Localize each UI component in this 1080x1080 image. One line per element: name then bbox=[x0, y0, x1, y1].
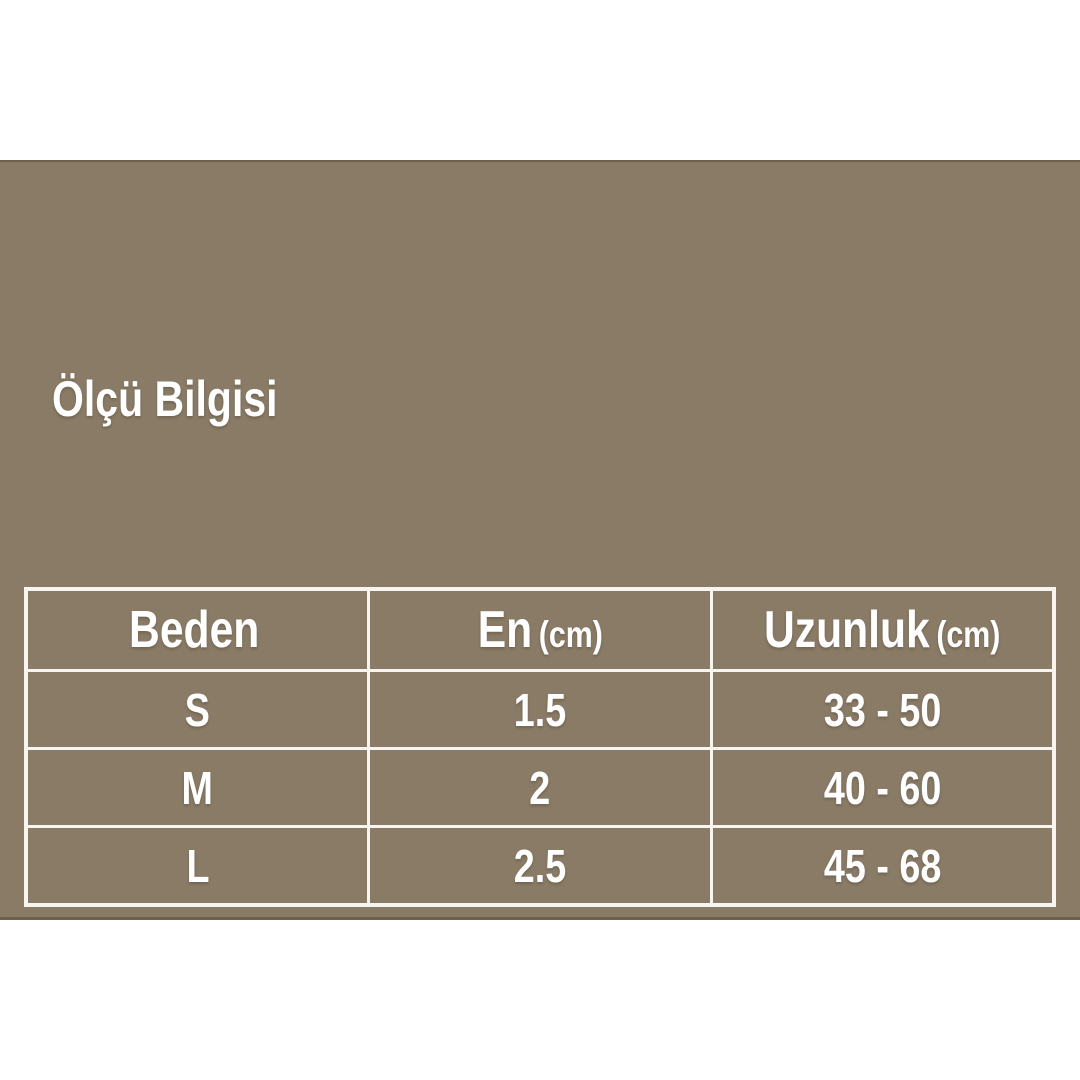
cell-length-m: 40 - 60 bbox=[709, 747, 1056, 828]
column-header-en-label: En bbox=[477, 601, 532, 659]
size-value: M bbox=[181, 761, 214, 814]
cell-size-m: M bbox=[24, 747, 371, 828]
page-title-text: Ölçü Bilgisi bbox=[52, 371, 278, 427]
size-table-body: S 1.5 33 - 50 M 2 40 - 60 L 2.5 45 - 68 bbox=[24, 669, 1056, 907]
column-header-en-unit: (cm) bbox=[538, 614, 603, 655]
size-value: L bbox=[186, 839, 210, 892]
table-row-m: M 2 40 - 60 bbox=[24, 747, 1056, 828]
header-row: Beden En (cm) Uzunluk (cm) bbox=[24, 587, 1056, 672]
column-header-uzunluk-label: Uzunluk bbox=[764, 601, 931, 659]
page-title: Ölçü Bilgisi bbox=[52, 368, 327, 430]
length-value: 40 - 60 bbox=[823, 761, 942, 814]
size-table: Beden En (cm) Uzunluk (cm) S 1.5 bbox=[24, 587, 1056, 907]
cell-width-s: 1.5 bbox=[367, 669, 713, 750]
length-value: 45 - 68 bbox=[823, 839, 942, 892]
cell-size-s: S bbox=[24, 669, 371, 750]
cell-length-l: 45 - 68 bbox=[709, 825, 1056, 907]
size-table-header: Beden En (cm) Uzunluk (cm) bbox=[24, 587, 1056, 672]
column-header-beden-label: Beden bbox=[129, 601, 260, 659]
table-row-l: L 2.5 45 - 68 bbox=[24, 825, 1056, 907]
column-header-beden: Beden bbox=[24, 587, 371, 672]
size-info-panel: Ölçü Bilgisi Beden En (cm) Uzunluk (cm) bbox=[0, 160, 1080, 920]
column-header-en: En (cm) bbox=[367, 587, 713, 672]
size-value: S bbox=[184, 683, 211, 736]
cell-size-l: L bbox=[24, 825, 371, 907]
table-row-s: S 1.5 33 - 50 bbox=[24, 669, 1056, 750]
width-value: 2 bbox=[529, 761, 551, 814]
width-value: 2.5 bbox=[513, 839, 567, 892]
length-value: 33 - 50 bbox=[823, 683, 942, 736]
width-value: 1.5 bbox=[513, 683, 567, 736]
column-header-uzunluk: Uzunluk (cm) bbox=[709, 587, 1056, 672]
column-header-uzunluk-unit: (cm) bbox=[936, 614, 1001, 655]
cell-width-m: 2 bbox=[367, 747, 713, 828]
cell-width-l: 2.5 bbox=[367, 825, 713, 907]
cell-length-s: 33 - 50 bbox=[709, 669, 1056, 750]
